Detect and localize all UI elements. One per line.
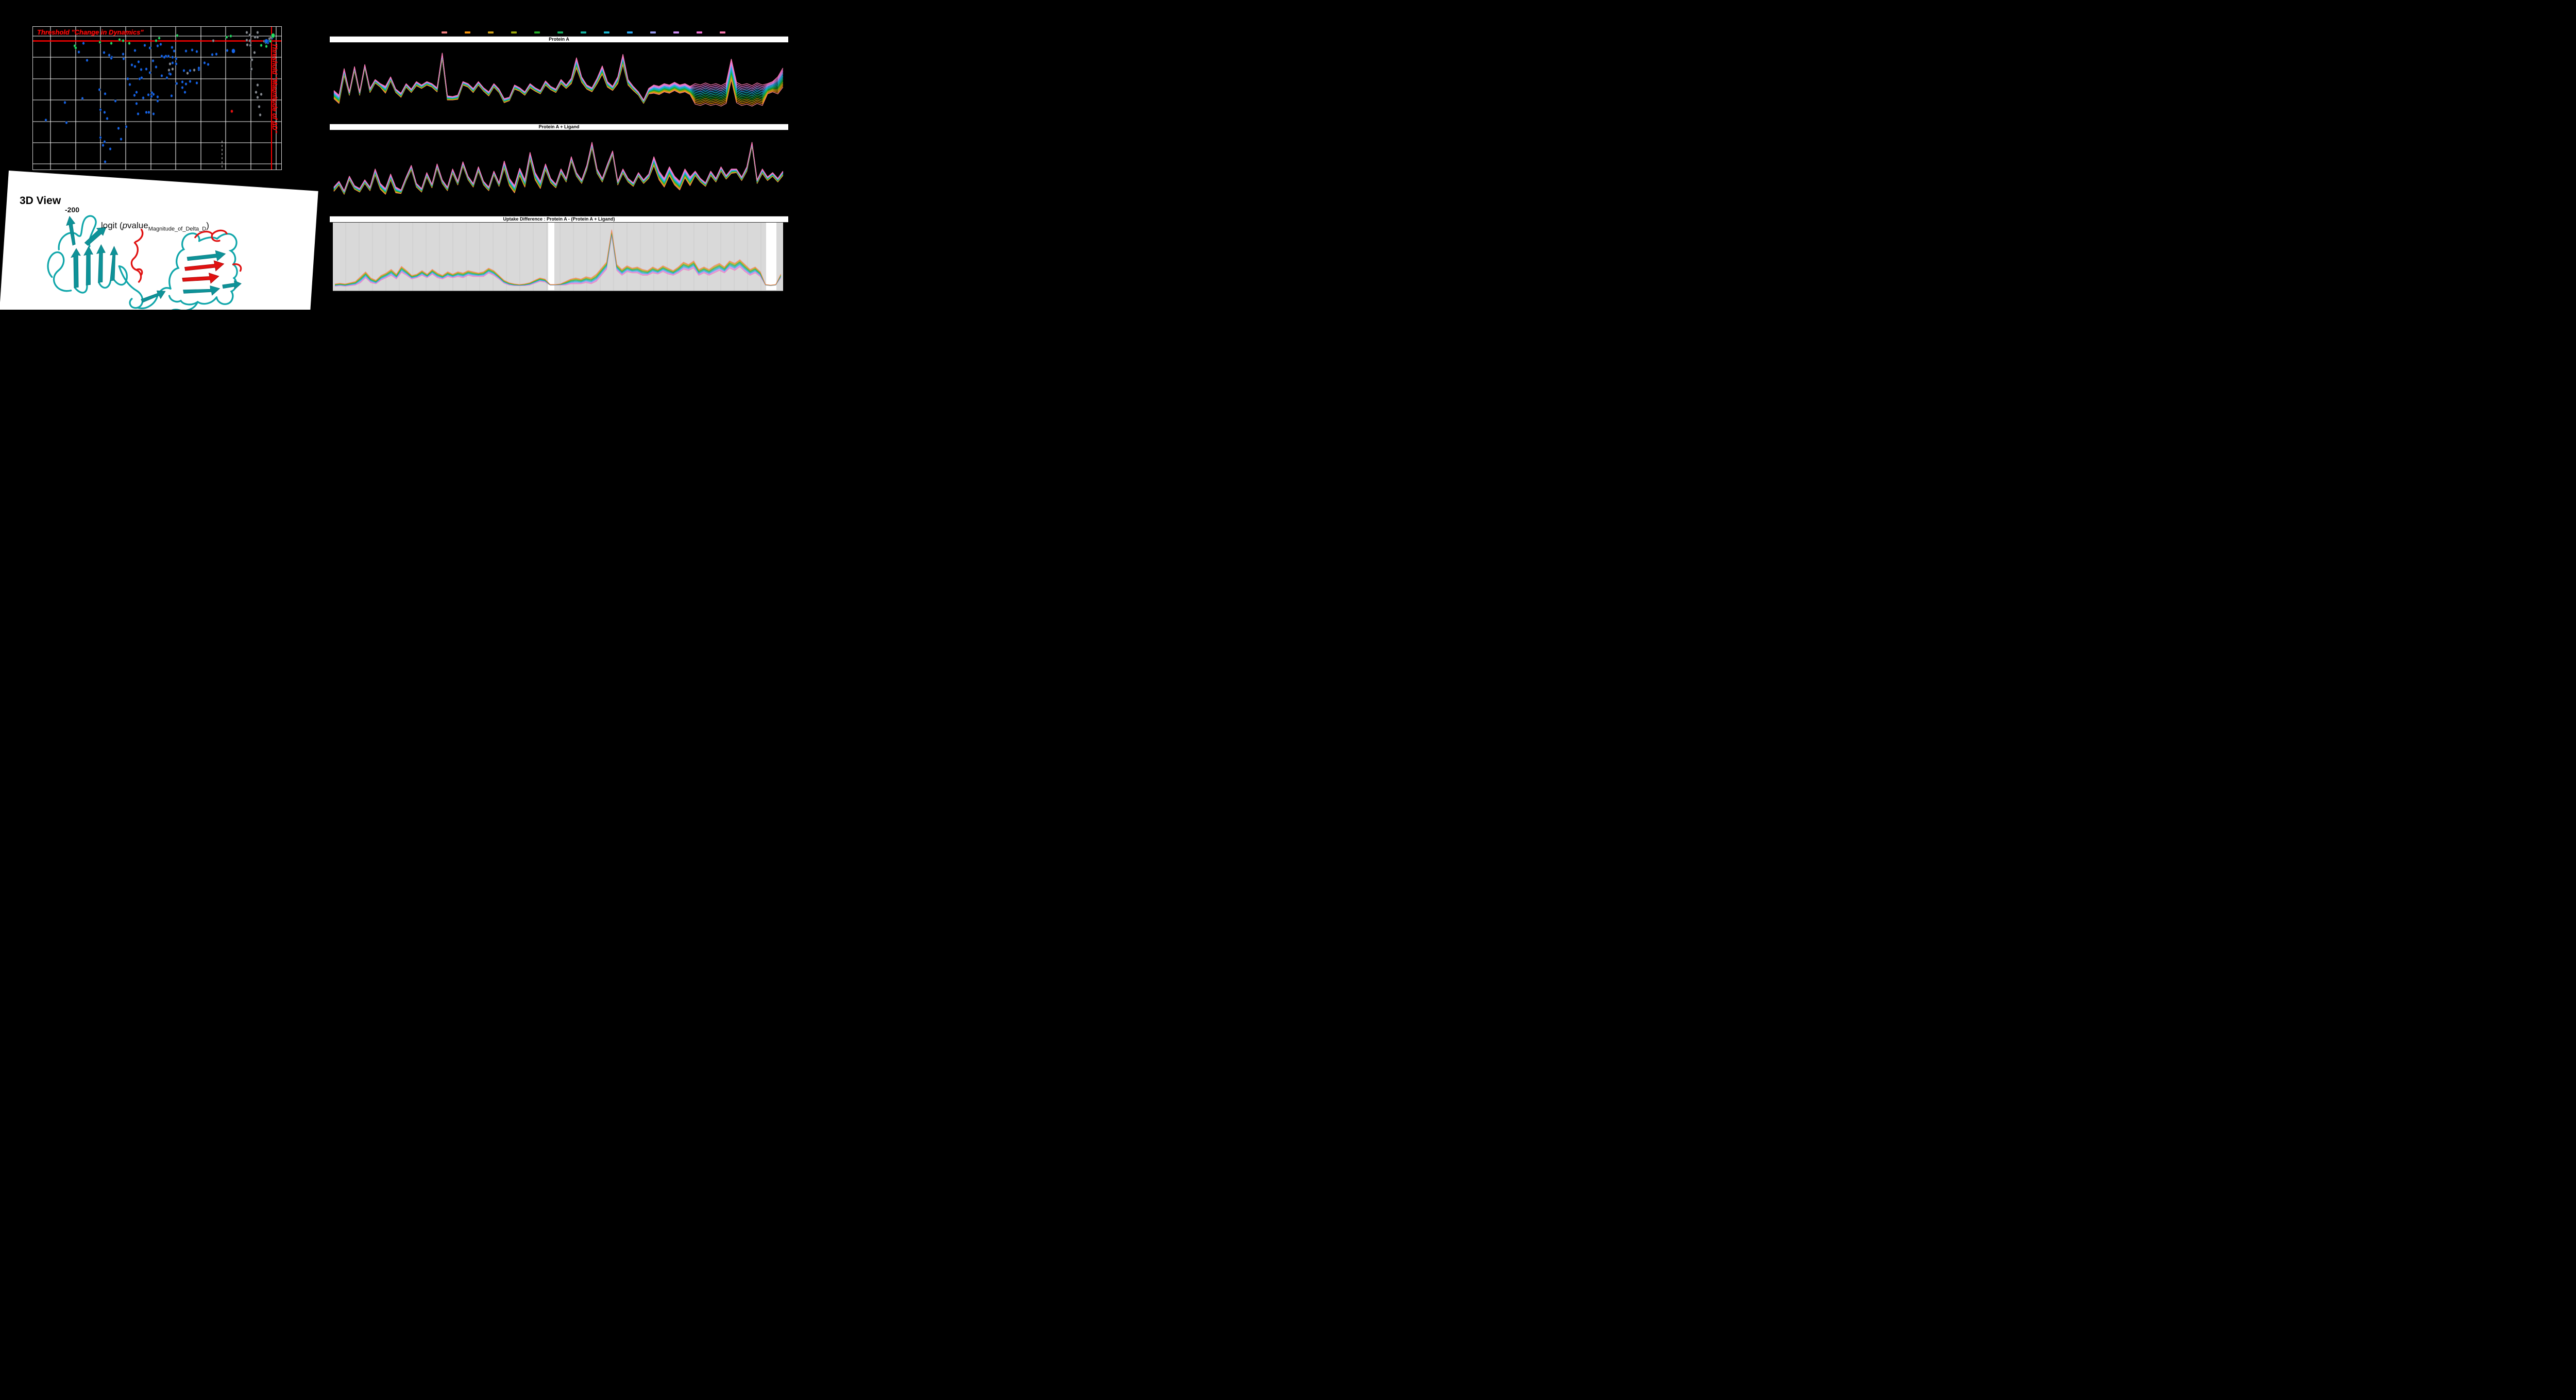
protein-beta-strands — [66, 215, 242, 303]
hdx-dashboard: Threshold "Change in Dynamics" Threshold… — [0, 0, 808, 310]
legend-swatch-10[interactable] — [650, 31, 656, 33]
legend-swatch-7[interactable] — [581, 31, 586, 33]
legend-swatch-13[interactable] — [720, 31, 725, 33]
volcano-plot-canvas[interactable] — [33, 27, 281, 170]
legend-swatch-4[interactable] — [511, 31, 517, 33]
volcano-x-tick-label: -200 — [65, 206, 80, 214]
timepoint-legend — [442, 31, 725, 33]
chart-title-uptake-difference: Uptake Difference : Protein A - (Protein… — [330, 216, 788, 223]
3d-view-panel[interactable] — [0, 171, 318, 310]
protein-red-loops — [130, 228, 242, 283]
threshold-dynamics-label: Threshold "Change in Dynamics" — [37, 28, 144, 36]
legend-swatch-8[interactable] — [604, 31, 609, 33]
legend-swatch-6[interactable] — [557, 31, 563, 33]
legend-swatch-2[interactable] — [465, 31, 470, 33]
chart-title-protein-a: Protein A — [330, 36, 788, 43]
uptake-difference-chart[interactable] — [330, 222, 788, 290]
3d-view-title: 3D View — [20, 195, 61, 207]
legend-swatch-5[interactable] — [534, 31, 540, 33]
chart-title-protein-a-ligand: Protein A + Ligand — [330, 124, 788, 130]
volcano-x-axis-title: logit (pvalueMagnitude_of_Delta_D) — [101, 221, 209, 232]
uptake-chart-protein-a[interactable] — [330, 42, 788, 123]
legend-swatch-1[interactable] — [442, 31, 447, 33]
uptake-chart-protein-a-ligand[interactable] — [330, 129, 788, 213]
legend-swatch-11[interactable] — [673, 31, 679, 33]
protein-ribbon-structure[interactable] — [13, 196, 305, 310]
legend-swatch-9[interactable] — [627, 31, 633, 33]
legend-swatch-12[interactable] — [697, 31, 702, 33]
coverage-gap-1 — [548, 222, 554, 290]
coverage-gap-2 — [766, 222, 776, 290]
threshold-magnitude-label: Threshold "Magnitude of ΔD" — [271, 43, 278, 133]
volcano-plot[interactable] — [32, 26, 282, 170]
legend-swatch-3[interactable] — [488, 31, 494, 33]
protein-red-strands — [182, 260, 225, 284]
